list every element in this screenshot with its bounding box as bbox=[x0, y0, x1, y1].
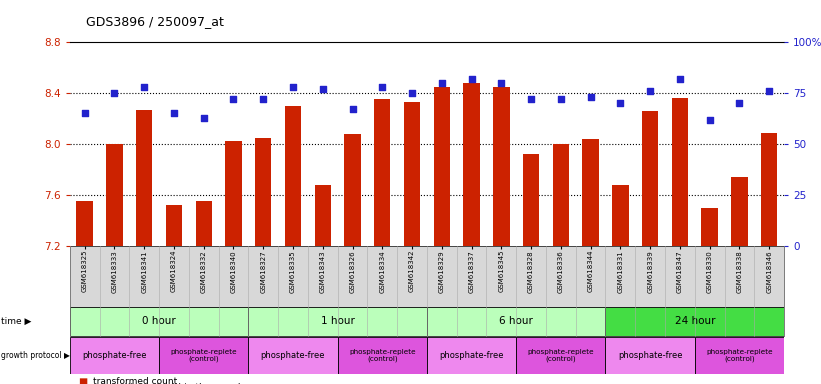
Text: time ▶: time ▶ bbox=[1, 317, 31, 326]
Bar bbox=[642, 111, 658, 246]
Point bbox=[733, 100, 746, 106]
Point bbox=[287, 84, 300, 90]
Bar bbox=[159, 337, 248, 374]
Text: percentile rank within the sample: percentile rank within the sample bbox=[93, 383, 246, 384]
Text: phosphate-free: phosphate-free bbox=[261, 351, 325, 360]
Point bbox=[197, 114, 210, 121]
Bar bbox=[374, 99, 391, 246]
Point bbox=[644, 88, 657, 94]
Bar bbox=[255, 137, 272, 246]
Bar bbox=[606, 337, 695, 374]
Text: transformed count: transformed count bbox=[93, 377, 177, 384]
Text: phosphate-replete
(control): phosphate-replete (control) bbox=[706, 349, 773, 362]
Bar bbox=[285, 106, 301, 246]
Bar bbox=[314, 185, 331, 246]
Text: GDS3896 / 250097_at: GDS3896 / 250097_at bbox=[86, 15, 224, 28]
Bar bbox=[612, 185, 629, 246]
Bar bbox=[195, 201, 212, 246]
Bar bbox=[404, 102, 420, 246]
Bar bbox=[225, 141, 241, 246]
Bar bbox=[553, 144, 569, 246]
Bar bbox=[248, 337, 337, 374]
Text: phosphate-replete
(control): phosphate-replete (control) bbox=[171, 349, 237, 362]
Point bbox=[138, 84, 151, 90]
Bar bbox=[166, 205, 182, 246]
Point bbox=[108, 90, 121, 96]
Point bbox=[346, 106, 359, 113]
Point bbox=[614, 100, 627, 106]
Bar bbox=[106, 144, 122, 246]
Bar bbox=[70, 307, 248, 336]
Text: phosphate-free: phosphate-free bbox=[618, 351, 682, 360]
Text: phosphate-replete
(control): phosphate-replete (control) bbox=[528, 349, 594, 362]
Text: 1 hour: 1 hour bbox=[321, 316, 355, 326]
Bar bbox=[248, 307, 427, 336]
Point bbox=[554, 96, 567, 102]
Text: 0 hour: 0 hour bbox=[142, 316, 176, 326]
Point bbox=[763, 88, 776, 94]
Point bbox=[257, 96, 270, 102]
Text: ■: ■ bbox=[78, 383, 87, 384]
Bar bbox=[427, 337, 516, 374]
Text: phosphate-free: phosphate-free bbox=[82, 351, 147, 360]
Bar bbox=[516, 337, 606, 374]
Point bbox=[167, 111, 181, 117]
Text: phosphate-free: phosphate-free bbox=[439, 351, 504, 360]
Bar bbox=[606, 307, 784, 336]
Bar bbox=[672, 98, 688, 246]
Point bbox=[227, 96, 240, 102]
Point bbox=[376, 84, 389, 90]
Point bbox=[78, 111, 91, 117]
Bar bbox=[701, 208, 718, 246]
Bar bbox=[493, 87, 510, 246]
Text: growth protocol ▶: growth protocol ▶ bbox=[1, 351, 70, 360]
Point bbox=[525, 96, 538, 102]
Bar bbox=[732, 177, 748, 246]
Bar bbox=[523, 154, 539, 246]
Bar bbox=[695, 337, 784, 374]
Bar bbox=[136, 110, 153, 246]
Bar bbox=[433, 87, 450, 246]
Bar bbox=[337, 337, 427, 374]
Bar bbox=[76, 201, 93, 246]
Text: 6 hour: 6 hour bbox=[499, 316, 533, 326]
Bar bbox=[70, 337, 159, 374]
Point bbox=[406, 90, 419, 96]
Point bbox=[584, 94, 597, 100]
Point bbox=[465, 76, 478, 82]
Text: phosphate-replete
(control): phosphate-replete (control) bbox=[349, 349, 415, 362]
Bar bbox=[427, 307, 606, 336]
Text: ■: ■ bbox=[78, 377, 87, 384]
Point bbox=[703, 116, 716, 122]
Point bbox=[316, 86, 329, 92]
Bar bbox=[761, 132, 777, 246]
Point bbox=[673, 76, 686, 82]
Bar bbox=[582, 139, 599, 246]
Point bbox=[435, 80, 448, 86]
Bar bbox=[463, 83, 479, 246]
Bar bbox=[344, 134, 360, 246]
Point bbox=[495, 80, 508, 86]
Text: 24 hour: 24 hour bbox=[675, 316, 715, 326]
